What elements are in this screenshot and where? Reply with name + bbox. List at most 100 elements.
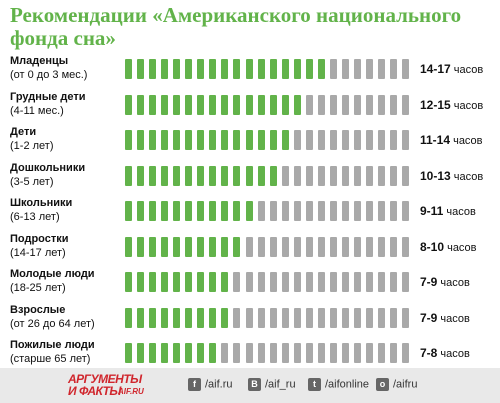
hour-segment-filled	[245, 130, 253, 150]
aif-logo[interactable]: АРГУМЕНТЫ И ФАКТЫ AIF.RU	[68, 372, 158, 400]
hour-segment-empty	[305, 130, 313, 150]
hour-segment-filled	[185, 94, 193, 115]
hour-segment-empty	[257, 343, 265, 363]
hour-segment-empty	[281, 307, 289, 328]
chart-title: Рекомендации «Американского национальног…	[10, 3, 462, 50]
category-age: (от 26 до 64 лет)	[10, 317, 95, 330]
hour-segment-filled	[137, 165, 145, 186]
hour-segment-empty	[329, 343, 337, 363]
chart-row: Подростки (14-17 лет) 8-10 часов	[0, 230, 500, 266]
hour-segment-empty	[257, 201, 265, 221]
hour-segment-filled	[161, 272, 169, 292]
hour-segment-empty	[378, 165, 386, 186]
social-link[interactable]: f/aif.ru	[188, 378, 233, 394]
hour-segment-empty	[402, 130, 410, 150]
hour-segment-filled	[161, 201, 169, 221]
category-name: Дошкольники	[10, 161, 86, 174]
hour-segment-filled	[269, 59, 277, 79]
hour-segment-empty	[378, 343, 386, 363]
row-label: Школьники (6-13 лет)	[10, 196, 122, 224]
hours-range: 14-17 часов	[420, 62, 500, 76]
hour-segment-empty	[293, 201, 301, 221]
category-age: (1-2 лет)	[10, 140, 54, 152]
hour-segments	[125, 165, 415, 186]
hour-segment-empty	[378, 59, 386, 79]
hour-segment-filled	[185, 343, 193, 363]
hours-range: 12-15 часов	[420, 98, 500, 112]
hour-segment-empty	[329, 94, 337, 115]
hour-segment-filled	[197, 130, 205, 150]
hour-segment-filled	[173, 272, 181, 292]
social-link[interactable]: о/aifru	[376, 378, 417, 394]
hour-segments	[125, 343, 415, 363]
hour-segment-empty	[305, 343, 313, 363]
hour-segments	[125, 307, 415, 328]
social-link[interactable]: В/aif_ru	[248, 378, 296, 394]
hour-segment-empty	[317, 307, 325, 328]
hour-segment-empty	[245, 236, 253, 257]
hour-segment-filled	[125, 201, 132, 221]
category-age: (от 0 до 3 мес.)	[10, 69, 88, 81]
category-name: Молодые люди	[10, 268, 95, 280]
hour-segment-empty	[317, 272, 325, 292]
range-value: 11-14	[420, 133, 451, 147]
chart-row: Дошкольники (3-5 лет) 10-13 часов	[0, 159, 500, 195]
social-link[interactable]: t/aifonline	[308, 378, 369, 394]
hour-segment-filled	[233, 94, 241, 115]
hour-segment-filled	[173, 59, 181, 79]
hour-segment-empty	[257, 307, 265, 328]
hour-segment-filled	[221, 272, 229, 292]
hour-segment-empty	[366, 165, 373, 186]
hour-segment-empty	[221, 343, 229, 363]
hour-segment-filled	[149, 307, 157, 328]
hour-segments	[125, 236, 415, 257]
hour-segment-filled	[125, 130, 132, 150]
range-value: 8-10	[420, 239, 445, 254]
hour-segment-empty	[329, 130, 337, 150]
hour-segment-empty	[378, 201, 386, 221]
hour-segment-empty	[293, 272, 301, 292]
hour-segment-filled	[305, 59, 313, 79]
hour-segment-filled	[221, 94, 229, 115]
hour-segment-filled	[125, 94, 132, 115]
hour-segment-filled	[245, 165, 253, 186]
hour-segment-filled	[173, 165, 181, 186]
hour-segment-filled	[269, 130, 277, 150]
category-age: (3-5 лет)	[10, 175, 54, 188]
hour-segment-filled	[161, 343, 169, 363]
hour-segment-empty	[390, 59, 398, 79]
hour-segment-filled	[149, 165, 157, 186]
hour-segment-empty	[402, 272, 410, 292]
hour-segment-empty	[402, 94, 410, 115]
hour-segment-filled	[173, 94, 181, 115]
hour-segment-empty	[341, 59, 349, 79]
hour-segment-filled	[221, 165, 229, 186]
hour-segment-empty	[233, 307, 241, 328]
hour-segment-empty	[329, 272, 337, 292]
hour-segment-empty	[305, 236, 313, 257]
hour-segment-filled	[197, 165, 205, 186]
category-name: Взрослые	[10, 303, 66, 316]
hour-segment-empty	[317, 94, 325, 115]
chart-row: Школьники (6-13 лет) 9-11 часов	[0, 194, 500, 230]
hour-segment-empty	[305, 201, 313, 221]
hour-segment-empty	[269, 236, 277, 257]
hour-segment-empty	[353, 236, 361, 257]
hour-segment-filled	[233, 130, 241, 150]
hour-segments	[125, 201, 415, 221]
footer: АРГУМЕНТЫ И ФАКТЫ AIF.RU f/aif.ru В/aif_r…	[0, 368, 500, 403]
hour-segment-empty	[329, 201, 337, 221]
category-age: (6-13 лет)	[10, 211, 60, 223]
hour-segment-empty	[402, 165, 410, 186]
hour-segment-filled	[245, 94, 253, 115]
hour-segment-empty	[390, 201, 398, 221]
hour-segment-filled	[209, 201, 217, 221]
hour-segment-empty	[269, 343, 277, 363]
range-value: 7-8	[420, 346, 438, 360]
hour-segment-empty	[329, 165, 337, 186]
hour-segment-empty	[402, 343, 410, 363]
hour-segment-empty	[329, 307, 337, 328]
hour-segment-empty	[378, 236, 386, 257]
hour-segment-empty	[293, 130, 301, 150]
hour-segment-filled	[209, 59, 217, 79]
